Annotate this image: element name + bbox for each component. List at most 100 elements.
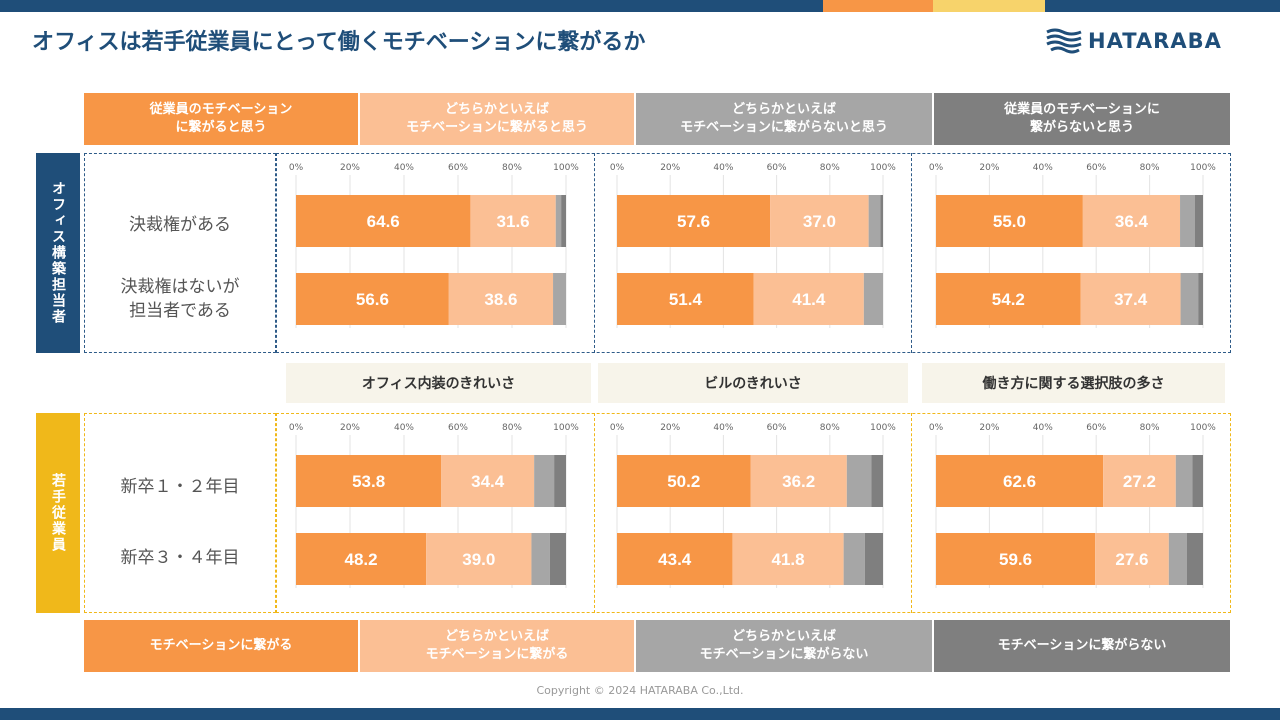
section-header-work-options: 働き方に関する選択肢の多さ	[922, 363, 1225, 403]
bar-segment-2	[470, 195, 556, 247]
bar-value-label: 37.0	[803, 212, 836, 231]
x-tick-label: 60%	[1086, 423, 1106, 433]
x-tick-label: 40%	[394, 423, 414, 433]
logo-text: HATARABA	[1088, 29, 1222, 53]
row-label-person-in-charge: 決裁権はないが 担当者である	[120, 277, 240, 321]
x-tick-label: 100%	[870, 423, 896, 433]
x-tick-label: 20%	[979, 423, 999, 433]
x-tick-label: 40%	[713, 163, 733, 173]
x-tick-label: 80%	[820, 423, 840, 433]
x-tick-label: 20%	[660, 163, 680, 173]
bar-segment-3	[553, 273, 566, 325]
bar-segment-1	[296, 273, 449, 325]
x-tick-label: 80%	[1140, 423, 1160, 433]
x-tick-label: 60%	[1086, 163, 1106, 173]
bar-segment-4	[871, 455, 883, 507]
bar-segment-2	[732, 533, 844, 585]
chart-frame-bottom	[276, 413, 1231, 613]
wave-logo-icon	[1046, 28, 1082, 54]
bar-value-label: 39.0	[462, 550, 495, 569]
bar-segment-4	[1186, 533, 1203, 585]
bar-value-label: 34.4	[471, 472, 505, 491]
bar-value-label: 54.2	[992, 290, 1025, 309]
x-tick-label: 0%	[929, 163, 944, 173]
legend-top-somewhat-yes: どちらかといえば モチベーションに繋がると思う	[360, 93, 634, 145]
x-tick-label: 0%	[289, 163, 304, 173]
bar-segment-2	[441, 455, 535, 507]
bar-segment-2	[1082, 195, 1181, 247]
x-tick-label: 20%	[340, 163, 360, 173]
chart-frame-top	[276, 153, 1231, 353]
x-tick-label: 80%	[820, 163, 840, 173]
section-header-interior: オフィス内装のきれいさ	[286, 363, 591, 403]
bar-segment-3	[863, 273, 883, 325]
bar-segment-1	[936, 273, 1081, 325]
x-tick-label: 100%	[1190, 423, 1216, 433]
bar-segment-3	[534, 455, 555, 507]
bar-segment-1	[617, 455, 751, 507]
x-tick-label: 80%	[502, 423, 522, 433]
bar-value-label: 57.6	[677, 212, 710, 231]
bar-segment-1	[936, 533, 1096, 585]
chart-divider-top-1	[594, 153, 595, 353]
bar-value-label: 55.0	[993, 212, 1026, 231]
bar-segment-1	[296, 455, 442, 507]
bar-segment-1	[296, 533, 427, 585]
legend-bottom-somewhat-yes: どちらかといえば モチベーションに繋がる	[360, 620, 634, 672]
chart-divider-bottom-1	[594, 413, 595, 613]
legend-top-somewhat-no: どちらかといえば モチベーションに繋がらないと思う	[636, 93, 932, 145]
x-tick-label: 100%	[1190, 163, 1216, 173]
brand-logo: HATARABA	[1046, 26, 1256, 56]
bar-value-label: 31.6	[497, 212, 530, 231]
x-tick-label: 20%	[340, 423, 360, 433]
row-label-frame-bottom	[84, 413, 276, 613]
x-tick-label: 60%	[767, 163, 787, 173]
bar-value-label: 36.4	[1115, 212, 1149, 231]
x-tick-label: 40%	[713, 423, 733, 433]
bar-segment-4	[554, 455, 566, 507]
bar-segment-3	[555, 195, 562, 247]
bar-segment-4	[549, 533, 566, 585]
bar-value-label: 36.2	[782, 472, 815, 491]
top-accent-orange	[823, 0, 933, 12]
bar-segment-3	[846, 455, 872, 507]
group-label-office-managers: オフィス構築担当者	[36, 153, 80, 353]
bar-segment-2	[426, 533, 532, 585]
x-tick-label: 100%	[553, 423, 579, 433]
x-tick-label: 0%	[610, 163, 625, 173]
row-label-new-grad-3-4: 新卒３・４年目	[120, 548, 240, 568]
row-label-decision-maker: 決裁権がある	[129, 215, 231, 235]
bar-segment-1	[936, 455, 1104, 507]
x-tick-label: 40%	[1033, 163, 1053, 173]
bar-segment-3	[1180, 273, 1199, 325]
x-tick-label: 100%	[870, 163, 896, 173]
bar-segment-3	[1175, 455, 1193, 507]
bar-value-label: 59.6	[999, 550, 1032, 569]
x-tick-label: 20%	[979, 163, 999, 173]
x-tick-label: 60%	[448, 423, 468, 433]
x-tick-label: 40%	[394, 163, 414, 173]
bar-value-label: 50.2	[667, 472, 700, 491]
row-label-frame-top	[84, 153, 276, 353]
bar-value-label: 37.4	[1114, 290, 1148, 309]
bar-value-label: 41.4	[792, 290, 826, 309]
bar-segment-4	[1192, 455, 1203, 507]
bar-value-label: 51.4	[669, 290, 703, 309]
chart-divider-bottom-2	[911, 413, 912, 613]
page-title: オフィスは若手従業員にとって働くモチベーションに繋がるか	[32, 30, 646, 55]
bar-segment-3	[1180, 195, 1195, 247]
x-tick-label: 80%	[502, 163, 522, 173]
bar-value-label: 27.6	[1115, 550, 1148, 569]
bar-value-label: 53.8	[352, 472, 385, 491]
bar-segment-2	[753, 273, 864, 325]
group-label-young-employees: 若手従業員	[36, 413, 80, 613]
bar-segment-4	[880, 195, 883, 247]
x-tick-label: 40%	[1033, 423, 1053, 433]
bar-segment-1	[617, 273, 754, 325]
bar-value-label: 62.6	[1003, 472, 1036, 491]
copyright-text: Copyright © 2024 HATARABA Co.,Ltd.	[536, 684, 744, 697]
legend-top-strongly-yes: 従業員のモチベーション に繋がると思う	[84, 93, 358, 145]
bar-value-label: 38.6	[484, 290, 517, 309]
bar-value-label: 43.4	[658, 550, 692, 569]
